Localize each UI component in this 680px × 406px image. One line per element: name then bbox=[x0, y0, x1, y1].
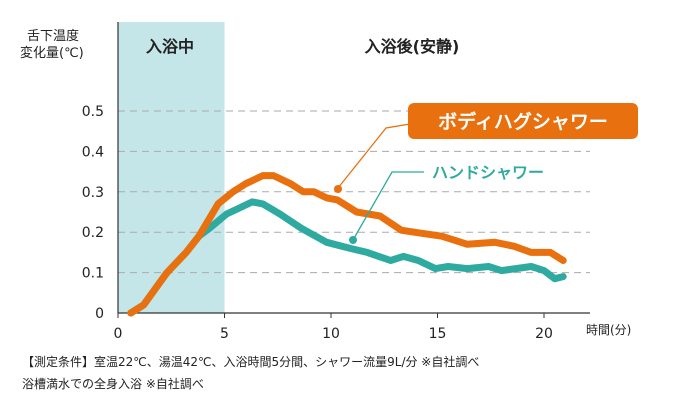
y-tick-label: 0 bbox=[95, 306, 104, 322]
x-tick-label: 5 bbox=[220, 326, 229, 342]
x-tick-label: 20 bbox=[535, 326, 553, 342]
region-label-after: 入浴後(安静) bbox=[365, 37, 460, 56]
y-tick-label: 0.3 bbox=[82, 185, 104, 201]
x-tick-label: 15 bbox=[429, 326, 447, 342]
legend-label-hand: ハンドシャワー bbox=[432, 163, 544, 182]
orange-leader-line bbox=[337, 123, 411, 189]
y-axis-label-line2: 変化量(℃) bbox=[20, 45, 84, 61]
y-tick-label: 0.4 bbox=[82, 144, 104, 160]
bath-note: 浴槽満水での全身入浴 ※自社調べ bbox=[22, 377, 204, 391]
region-label-during: 入浴中 bbox=[146, 37, 194, 56]
x-tick-label: 0 bbox=[114, 326, 123, 342]
measurement-note: 【測定条件】室温22℃、湯温42℃、入浴時間5分間、シャワー流量9L/分 ※自社… bbox=[22, 355, 480, 369]
grid bbox=[118, 110, 590, 274]
ticks: 0 0.1 0.2 0.3 0.4 0.5 0 5 10 15 20 bbox=[82, 104, 553, 342]
teal-leader-dot bbox=[349, 236, 357, 244]
x-tick-label: 10 bbox=[322, 326, 340, 342]
y-tick-label: 0.5 bbox=[82, 104, 104, 120]
legend-box-bodyhug bbox=[408, 103, 638, 139]
teal-leader-line bbox=[352, 171, 424, 241]
legend-label-bodyhug: ボディハグシャワー bbox=[438, 110, 608, 133]
y-tick-label: 0.1 bbox=[82, 266, 104, 282]
y-tick-label: 0.2 bbox=[82, 225, 104, 241]
series-line-bodyhug bbox=[127, 172, 567, 317]
y-axis-label-line1: 舌下温度 bbox=[27, 28, 79, 44]
orange-leader-dot bbox=[334, 185, 342, 193]
x-axis-label: 時間(分) bbox=[586, 323, 631, 337]
